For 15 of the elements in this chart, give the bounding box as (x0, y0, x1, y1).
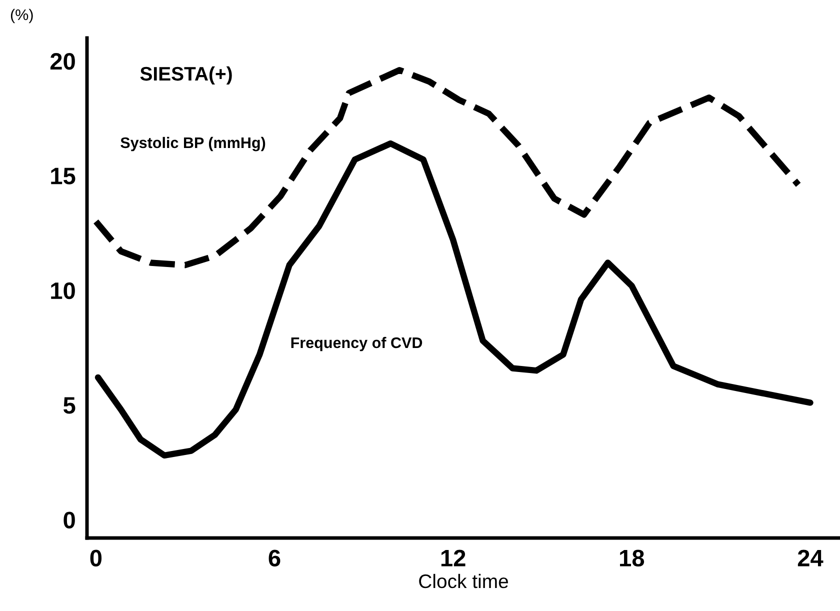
x-tick-label: 6 (268, 550, 280, 566)
y-tick-label: 5 (63, 397, 76, 414)
x-tick-label: 18 (620, 550, 644, 566)
y-axis-title: (%) (10, 8, 33, 24)
y-tick-label: 15 (51, 168, 76, 184)
series-label: Frequency of CVD (291, 336, 422, 352)
y-tick-label: 10 (51, 282, 75, 300)
x-axis-title: Clock time (419, 574, 508, 588)
x-tick-label: 12 (441, 550, 466, 566)
x-tick-label: 24 (798, 550, 824, 566)
x-tick-label: 0 (90, 550, 102, 566)
y-tick-label: 20 (50, 53, 75, 70)
text: Systolic BP (mmHg) (120, 136, 266, 152)
annotation: SIESTA(+) (140, 66, 232, 85)
y-tick-label: 0 (64, 512, 75, 528)
